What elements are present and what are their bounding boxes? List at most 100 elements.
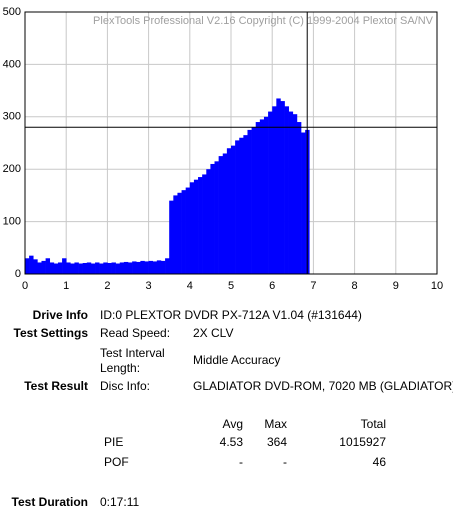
y-tick-label: 200 <box>3 163 21 175</box>
bar <box>284 106 289 274</box>
bar <box>189 182 195 274</box>
y-tick-label: 300 <box>3 111 21 123</box>
bar <box>152 261 158 274</box>
x-tick-label: 7 <box>310 280 316 292</box>
bar <box>226 148 232 274</box>
bar <box>198 177 203 274</box>
bar <box>144 261 149 274</box>
bar <box>206 169 211 274</box>
bar <box>107 262 112 274</box>
bar <box>111 262 116 274</box>
bar <box>276 98 281 275</box>
test-duration-label: Test Duration <box>11 495 88 509</box>
bar <box>165 258 170 274</box>
y-tick-label: 500 <box>3 6 21 18</box>
stats-cell: 1015927 <box>339 435 386 449</box>
y-tick-label: 400 <box>3 58 21 70</box>
bar <box>292 114 298 275</box>
x-tick-label: 1 <box>63 280 69 292</box>
plot-border <box>24 11 438 275</box>
bar <box>296 122 302 274</box>
setting-value: 2X CLV <box>193 326 234 340</box>
stats-cell: 46 <box>372 455 386 469</box>
stats-cell: - <box>283 455 287 469</box>
bar <box>218 156 224 274</box>
bar <box>62 258 67 274</box>
bar <box>49 262 55 274</box>
x-tick-label: 6 <box>269 280 275 292</box>
bar <box>57 262 63 274</box>
bar <box>90 263 96 274</box>
test-result-label: Test Result <box>24 379 88 393</box>
bar <box>181 190 186 274</box>
bar <box>132 261 137 274</box>
drive-info-value: ID:0 PLEXTOR DVDR PX-712A V1.04 (#131644… <box>100 308 362 322</box>
bar <box>239 137 244 274</box>
bar <box>288 111 294 274</box>
bar <box>156 260 162 274</box>
stats-header: Total <box>360 417 386 431</box>
bar <box>222 153 228 274</box>
bar <box>148 260 154 274</box>
bar <box>45 258 51 274</box>
bar <box>95 262 100 274</box>
bar <box>160 260 166 274</box>
x-tick-label: 0 <box>22 280 28 292</box>
bar <box>123 261 129 274</box>
stats-row-name: PIE <box>104 435 124 449</box>
bar <box>301 132 306 274</box>
bar <box>259 119 265 274</box>
bar <box>66 262 71 274</box>
bar <box>268 111 273 274</box>
bar <box>235 140 240 274</box>
stats-cell: 4.53 <box>219 435 243 449</box>
bar <box>185 187 191 274</box>
x-tick-label: 10 <box>431 280 443 292</box>
y-tick-label: 0 <box>15 268 21 280</box>
bar <box>177 192 182 274</box>
bar <box>255 122 261 274</box>
stats-cell: - <box>239 455 243 469</box>
drive-info-label: Drive Info <box>32 308 88 322</box>
bar <box>33 259 38 274</box>
setting-value: Middle Accuracy <box>193 353 281 367</box>
x-tick-label: 9 <box>393 280 399 292</box>
bar <box>25 258 30 274</box>
bar <box>41 260 46 274</box>
bar <box>251 127 257 274</box>
x-tick-label: 5 <box>228 280 234 292</box>
bar <box>86 262 92 274</box>
disc-info-value: GLADIATOR DVD-ROM, 7020 MB (GLADIATOR) <box>193 379 453 393</box>
bar <box>78 263 83 274</box>
bar <box>280 101 285 274</box>
bar <box>74 262 79 274</box>
test-settings-label: Test Settings <box>13 326 88 340</box>
stats-row-name: POF <box>104 455 129 469</box>
bar <box>231 145 236 274</box>
bar <box>103 262 108 274</box>
y-tick-label: 100 <box>3 216 21 228</box>
bar <box>247 129 252 274</box>
stats-header: Max <box>264 417 287 431</box>
bar <box>140 260 145 274</box>
bar <box>115 263 121 274</box>
setting-name: Read Speed: <box>100 326 171 340</box>
bar <box>119 262 125 274</box>
bar <box>169 200 174 274</box>
stats-header: Avg <box>222 417 243 431</box>
x-tick-label: 3 <box>146 280 152 292</box>
bar <box>214 161 219 274</box>
bar <box>29 255 34 274</box>
bar <box>202 174 207 274</box>
bar <box>70 263 75 274</box>
bar <box>193 179 199 274</box>
watermark: PlexTools Professional V2.16 Copyright (… <box>93 15 434 27</box>
bar <box>272 106 277 274</box>
stats-cell: 364 <box>266 435 287 449</box>
bar <box>53 263 59 274</box>
setting-name: Test Interval Length: <box>100 346 165 375</box>
x-tick-label: 2 <box>104 280 110 292</box>
disc-info-name: Disc Info: <box>100 379 151 393</box>
bar <box>99 263 104 274</box>
